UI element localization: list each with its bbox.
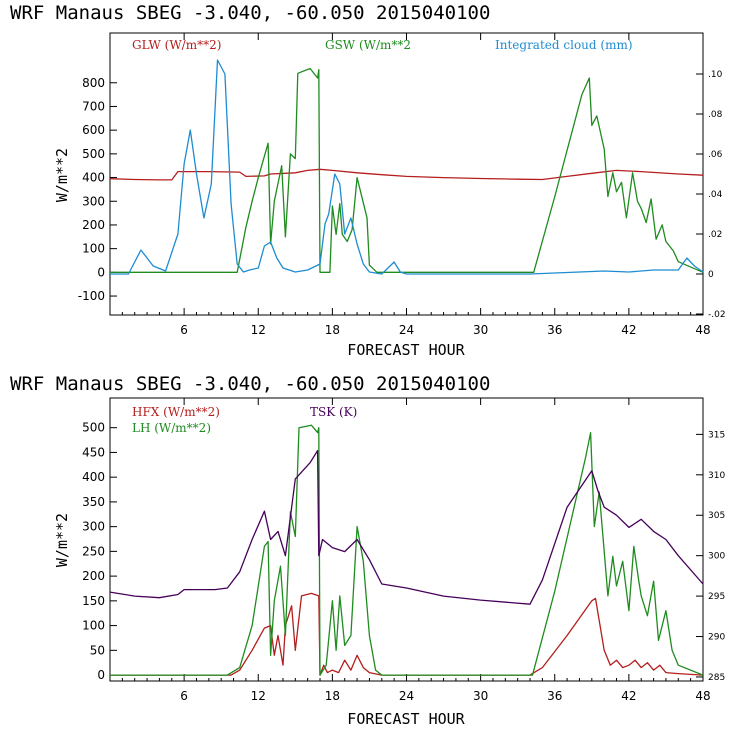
bottom-panel: WRF Manaus SBEG -3.040, -60.050 20150401… [10,373,725,728]
bottom-y2-tick-label: 290 [708,633,725,643]
bottom-series-lh-line [110,424,704,676]
top-y-tick-label: 500 [82,147,105,161]
top-y-tick-label: 300 [82,194,105,208]
bottom-x-tick-label: 12 [251,689,266,703]
top-x-tick-label: 6 [180,323,188,337]
top-y-tick-label: 0 [97,265,105,279]
legend-tsk: TSK (K) [310,405,357,419]
legend-gsw: GSW (W/m**2 [325,38,411,52]
top-y-tick-label: 100 [82,242,105,256]
top-y2-tick-label: .02 [708,230,722,240]
top-y-tick-label: 600 [82,123,105,137]
top-x-tick-label: 24 [399,323,414,337]
bottom-y-tick-label: 250 [82,544,105,558]
top-x-tick-label: 42 [621,323,636,337]
top-y-tick-label: 800 [82,76,105,90]
legend-lh: LH (W/m**2) [132,421,211,435]
bottom-y-tick-label: 200 [82,569,105,583]
bottom-y2-tick-label: 315 [708,430,725,440]
bottom-series-tsk-line [109,449,704,605]
top-y2-tick-label: .04 [708,190,723,200]
bottom-x-tick-label: 6 [180,689,188,703]
bottom-series-hfx-line [110,592,704,676]
top-y-tick-label: 700 [82,99,105,113]
top-y2-tick-label: .10 [708,70,723,80]
top-y-tick-label: 200 [82,218,105,232]
legend-integrated-cloud: Integrated cloud (mm) [495,38,633,52]
top-y2-tick-label: .06 [708,150,723,160]
top-x-tick-label: 48 [695,323,710,337]
bottom-x-axis: 6 12 18 24 30 36 42 48 [121,398,711,703]
top-y-axis-left: -100 0 100 200 300 400 500 600 700 800 [78,76,117,303]
top-panel: WRF Manaus SBEG -3.040, -60.050 20150401… [10,2,726,359]
top-x-axis-label: FORECAST HOUR [347,341,465,359]
bottom-x-tick-label: 24 [399,689,414,703]
bottom-plot-frame [109,397,704,682]
top-x-axis: 6 12 18 24 30 36 42 48 [121,33,711,337]
bottom-series-layer [109,424,704,676]
legend-glw: GLW (W/m**2) [132,38,221,52]
top-y-axis-label: W/m**2 [53,148,71,202]
top-chart-title: WRF Manaus SBEG -3.040, -60.050 20150401… [10,2,490,24]
bottom-y-tick-label: 500 [82,421,105,435]
bottom-x-tick-label: 30 [473,689,488,703]
top-y2-tick-label: -.02 [708,310,726,320]
bottom-y2-tick-label: 285 [708,673,725,683]
bottom-x-tick-label: 36 [547,689,562,703]
top-y-tick-label: 400 [82,171,105,185]
bottom-y2-tick-label: 295 [708,592,725,602]
bottom-x-tick-label: 42 [621,689,636,703]
bottom-y-axis-label: W/m**2 [53,513,71,567]
bottom-y2-tick-label: 305 [708,511,725,521]
bottom-y2-tick-label: 310 [708,471,725,481]
bottom-y-tick-label: 350 [82,495,105,509]
top-y2-tick-label: 0 [708,270,714,280]
bottom-x-tick-label: 48 [695,689,710,703]
bottom-x-tick-label: 18 [325,689,340,703]
top-series-layer [109,59,704,275]
top-series-gsw-line [110,67,704,273]
top-series-integrated-line [110,59,704,275]
bottom-y-tick-label: 100 [82,619,105,633]
bottom-x-axis-label: FORECAST HOUR [347,710,465,728]
top-x-tick-label: 18 [325,323,340,337]
top-y-axis-right: -.02 0 .02 .04 .06 .08 .10 [696,70,726,320]
top-series-glw-line [109,168,704,181]
top-y-tick-label: -100 [78,289,105,303]
bottom-y-tick-label: 300 [82,520,105,534]
bottom-y-tick-label: 150 [82,594,105,608]
bottom-y-axis-left: 0 50 100 150 200 250 300 350 400 450 500 [82,421,117,682]
top-x-tick-label: 12 [251,323,266,337]
bottom-y-tick-label: 400 [82,470,105,484]
bottom-y-tick-label: 50 [90,643,105,657]
bottom-y-tick-label: 450 [82,445,105,459]
bottom-chart-title: WRF Manaus SBEG -3.040, -60.050 20150401… [10,373,490,395]
top-x-tick-label: 36 [547,323,562,337]
bottom-y-axis-right: 285 290 295 300 305 310 315 [696,430,725,683]
bottom-y2-tick-label: 300 [708,552,725,562]
top-y2-tick-label: .08 [708,110,723,120]
legend-hfx: HFX (W/m**2) [132,405,220,419]
top-x-tick-label: 30 [473,323,488,337]
bottom-y-tick-label: 0 [97,668,105,682]
